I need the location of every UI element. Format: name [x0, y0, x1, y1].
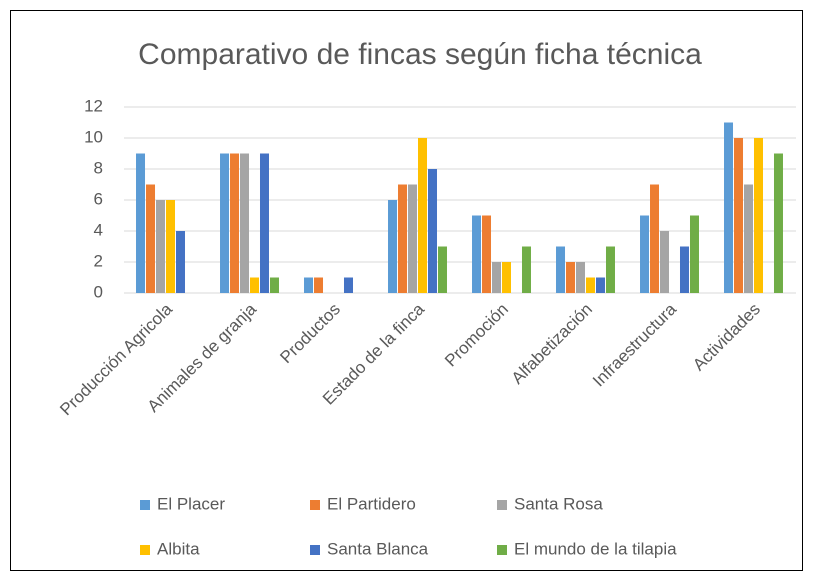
bar: [595, 277, 605, 293]
bar: [650, 184, 660, 293]
bar: [492, 262, 501, 293]
bar: [576, 262, 585, 293]
bar: [734, 138, 744, 293]
bar: [220, 153, 230, 293]
legend-swatch: [497, 500, 507, 510]
bar: [250, 277, 259, 293]
bar: [314, 277, 324, 293]
y-tick-label: 0: [94, 282, 103, 301]
bar: [304, 277, 314, 293]
bar: [437, 246, 447, 293]
bar: [230, 153, 240, 293]
legend-label: Santa Rosa: [514, 494, 603, 513]
bar: [146, 184, 156, 293]
bar: [175, 231, 185, 293]
y-tick-label: 10: [84, 127, 103, 146]
bar: [156, 200, 165, 293]
bar: [586, 277, 595, 293]
bar: [521, 246, 531, 293]
bar: [259, 153, 269, 293]
bar: [754, 138, 763, 293]
bar: [482, 215, 492, 293]
bar: [724, 122, 734, 293]
bar: [744, 184, 753, 293]
legend-label: El mundo de la tilapia: [514, 539, 677, 558]
y-tick-label: 2: [94, 251, 103, 270]
bar: [408, 184, 417, 293]
chart-title: Comparativo de fincas según ficha técnic…: [138, 38, 702, 71]
y-tick-label: 8: [94, 158, 103, 177]
bar: [269, 277, 279, 293]
legend-swatch: [310, 545, 320, 555]
legend-label: Santa Blanca: [327, 539, 429, 558]
y-tick-label: 4: [94, 220, 103, 239]
bar: [605, 246, 615, 293]
legend-swatch: [497, 545, 507, 555]
bar: [773, 153, 783, 293]
bar: [689, 215, 699, 293]
legend-label: El Placer: [157, 494, 225, 513]
legend-swatch: [310, 500, 320, 510]
y-tick-label: 6: [94, 189, 103, 208]
bar: [660, 231, 669, 293]
bar: [136, 153, 146, 293]
bar: [502, 262, 511, 293]
bar: [566, 262, 576, 293]
bar: [240, 153, 249, 293]
bar: [343, 277, 353, 293]
bar: [427, 169, 437, 293]
legend-swatch: [140, 500, 150, 510]
legend-label: El Partidero: [327, 494, 416, 513]
y-tick-label: 12: [84, 96, 103, 115]
bar: [388, 200, 398, 293]
legend-label: Albita: [157, 539, 200, 558]
bar: [472, 215, 482, 293]
bar: [166, 200, 175, 293]
bar: [398, 184, 408, 293]
bar: [679, 246, 689, 293]
bar: [640, 215, 650, 293]
bar: [556, 246, 566, 293]
bar: [418, 138, 427, 293]
legend-swatch: [140, 545, 150, 555]
